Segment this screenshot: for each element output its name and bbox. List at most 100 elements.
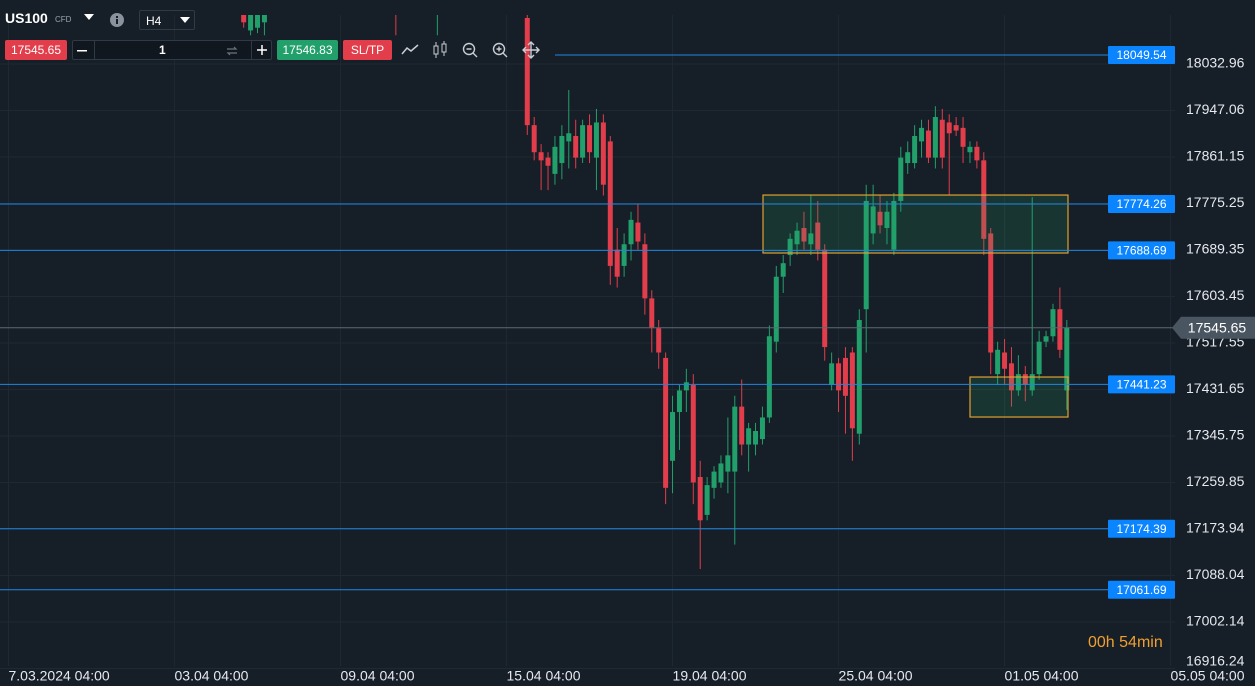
sltp-button[interactable]: SL/TP (343, 40, 392, 60)
candle-body (849, 352, 855, 429)
candle-body (531, 125, 537, 153)
move-icon[interactable] (522, 41, 540, 59)
candle-body (829, 363, 835, 385)
timeframe-select[interactable]: H4 (139, 10, 195, 30)
minutes: 54 (1119, 634, 1137, 651)
candle-body (566, 133, 572, 142)
hours-unit: h (1105, 634, 1115, 651)
level-label-box (1108, 580, 1175, 599)
candle-body (877, 211, 883, 226)
y-tick-label: 17431.65 (1186, 380, 1245, 396)
y-tick-label: 18032.96 (1186, 55, 1245, 71)
candle-body (939, 119, 945, 158)
countdown: 00h 54min (1088, 634, 1163, 652)
candle-body (587, 125, 593, 153)
candle-body (1043, 336, 1049, 342)
candle-body (801, 228, 807, 242)
candle-body (808, 233, 814, 245)
candle-body (1050, 309, 1056, 337)
candle-body (593, 122, 599, 158)
candle-body (1057, 309, 1063, 350)
y-tick-label: 17345.75 (1186, 427, 1245, 443)
candle-body (870, 206, 876, 234)
x-tick-label: 25.04 04:00 (839, 668, 913, 684)
plus-button[interactable] (257, 45, 267, 55)
candle-body (718, 463, 724, 483)
timeframe: H4 (146, 14, 162, 28)
candle-body (932, 117, 938, 158)
y-tick-label: 17947.06 (1186, 101, 1245, 117)
candle-body (621, 244, 627, 266)
level-label: 18049.54 (1116, 48, 1166, 62)
candle-body (656, 328, 662, 353)
candle-body (925, 130, 931, 158)
candle-body (946, 122, 952, 134)
x-tick-label: 7.03.2024 04:00 (9, 668, 110, 684)
candle-body (683, 382, 689, 391)
line-chart-icon[interactable] (401, 44, 419, 55)
candle-body (856, 320, 862, 434)
candle-body (766, 336, 772, 418)
x-tick-label: 19.04 04:00 (673, 668, 747, 684)
candle-body (967, 146, 973, 153)
zone (969, 376, 1069, 418)
timeframe-caret (180, 17, 190, 23)
candle-body (1036, 341, 1042, 375)
y-tick-label: 17173.94 (1186, 520, 1245, 536)
zone (762, 194, 1069, 254)
level-label-box (1108, 241, 1175, 260)
swap-icon[interactable] (226, 45, 238, 57)
candle-body (704, 485, 710, 515)
y-tick-label: 17775.25 (1186, 194, 1245, 210)
candle-body (255, 15, 261, 28)
sell-button[interactable]: 17545.65 (5, 40, 67, 60)
candle-body (538, 152, 544, 161)
candle-body (725, 455, 731, 472)
candle-body (746, 428, 752, 445)
candle-body (1029, 374, 1035, 391)
current-price-label: 17545.65 (1188, 319, 1247, 335)
x-tick-label: 15.04 04:00 (507, 668, 581, 684)
buy-price: 17546.83 (282, 43, 333, 57)
zoom-out-icon[interactable] (462, 42, 478, 58)
candle-body (794, 230, 800, 245)
sltp-label: SL/TP (350, 43, 385, 57)
buy-button[interactable]: 17546.83 (277, 40, 338, 60)
candle-body (974, 146, 980, 161)
plot-area (0, 0, 1175, 591)
symbol-caret[interactable] (84, 13, 94, 21)
candle-body (241, 15, 247, 23)
candle-body (573, 135, 579, 158)
y-tick-label: 16916.24 (1186, 653, 1245, 669)
candle-body (552, 146, 558, 174)
candle-body (580, 125, 586, 158)
x-tick-label: 03.04 04:00 (175, 668, 249, 684)
level-label-box (1108, 46, 1175, 65)
candle-body (628, 219, 634, 245)
zoom-in-icon[interactable] (492, 42, 508, 58)
level-label: 17774.26 (1116, 197, 1166, 211)
candle-body (732, 406, 738, 472)
minus-button[interactable] (77, 50, 87, 52)
info-icon[interactable] (109, 12, 125, 28)
quantity[interactable]: 1 (159, 43, 166, 57)
y-tick-label: 17689.35 (1186, 241, 1245, 257)
candle-body (524, 17, 530, 126)
candle-body (787, 238, 793, 256)
candle-body (773, 276, 779, 342)
candle-body (898, 157, 904, 201)
x-tick-label: 09.04 04:00 (341, 668, 415, 684)
y-tick-label: 17603.45 (1186, 287, 1245, 303)
candle-body (891, 200, 897, 250)
candle-body (842, 357, 848, 396)
candle-body (739, 406, 745, 445)
divider (251, 40, 252, 60)
candle-body (863, 200, 869, 310)
hours: 00 (1088, 634, 1106, 651)
symbol[interactable]: US100 (5, 10, 48, 26)
candle-body (393, 0, 398, 6)
candle-body (981, 160, 987, 239)
candle-body (261, 15, 267, 23)
candle-icon[interactable] (433, 41, 447, 58)
candle-body (697, 477, 703, 521)
